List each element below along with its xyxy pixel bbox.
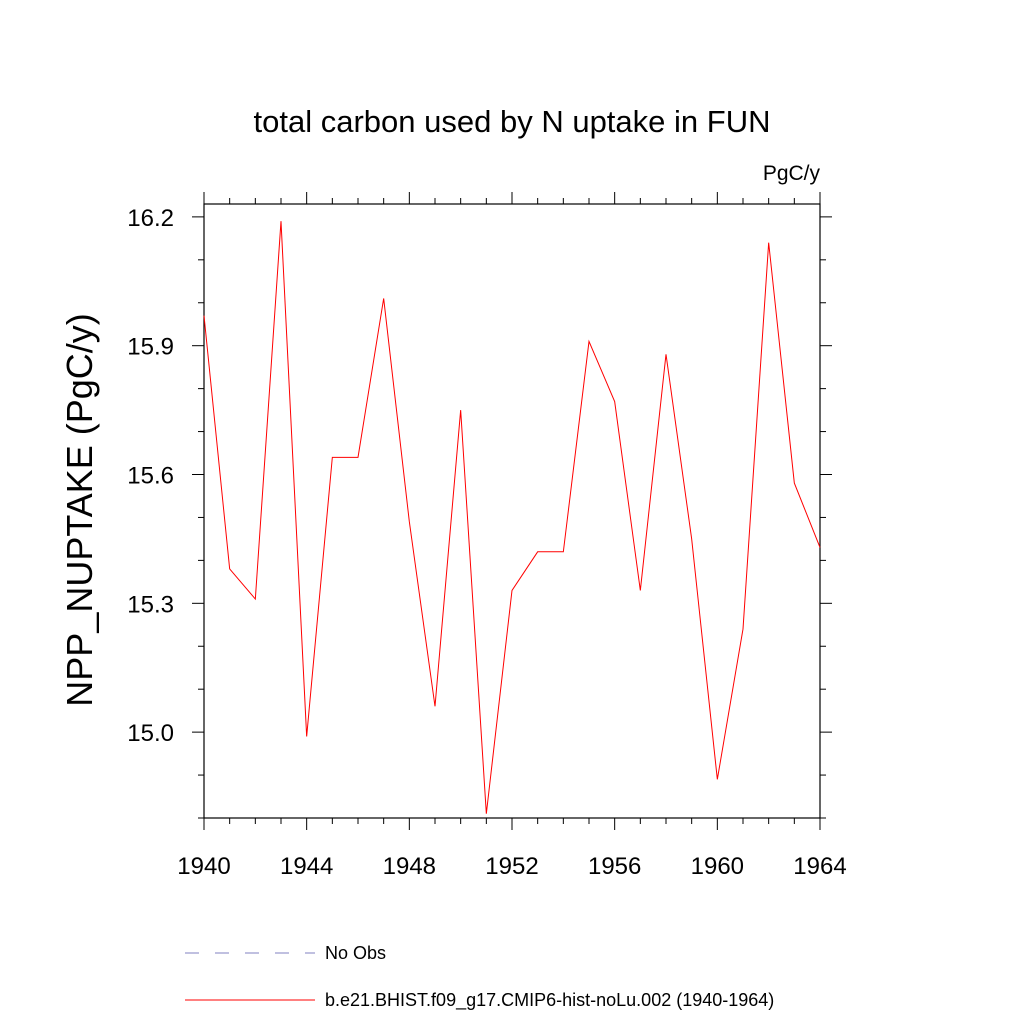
- legend-label: b.e21.BHIST.f09_g17.CMIP6-hist-noLu.002 …: [325, 990, 774, 1011]
- x-tick-label: 1956: [588, 853, 641, 880]
- legend: No Obs b.e21.BHIST.f09_g17.CMIP6-hist-noL…: [185, 943, 774, 1011]
- y-tick-label: 16.2: [127, 205, 174, 232]
- x-tick-label: 1960: [691, 853, 744, 880]
- series-layer: [203, 221, 821, 814]
- legend-label: No Obs: [325, 943, 386, 963]
- axis-tick-labels: 1940 1944 1948 1952 1956 1960 1964 15.0 15.3 15.6…: [127, 205, 846, 880]
- x-tick-label: 1952: [485, 853, 538, 880]
- x-tick-label: 1944: [280, 853, 333, 880]
- y-tick-label: 15.0: [127, 720, 174, 747]
- y-tick-label: 15.9: [127, 334, 174, 361]
- y-tick-label: 15.3: [127, 591, 174, 618]
- chart-title: total carbon used by N uptake in FUN: [254, 104, 771, 139]
- axis-ticks: [192, 192, 832, 830]
- x-tick-label: 1940: [177, 853, 230, 880]
- plot-frame: [203, 203, 821, 819]
- units-label: PgC/y: [763, 162, 821, 185]
- series-line: [203, 221, 821, 814]
- y-tick-label: 15.6: [127, 463, 174, 490]
- y-axis-label: NPP_NUPTAKE (PgC/y): [59, 313, 100, 706]
- x-tick-label: 1964: [793, 853, 846, 880]
- x-tick-label: 1948: [383, 853, 436, 880]
